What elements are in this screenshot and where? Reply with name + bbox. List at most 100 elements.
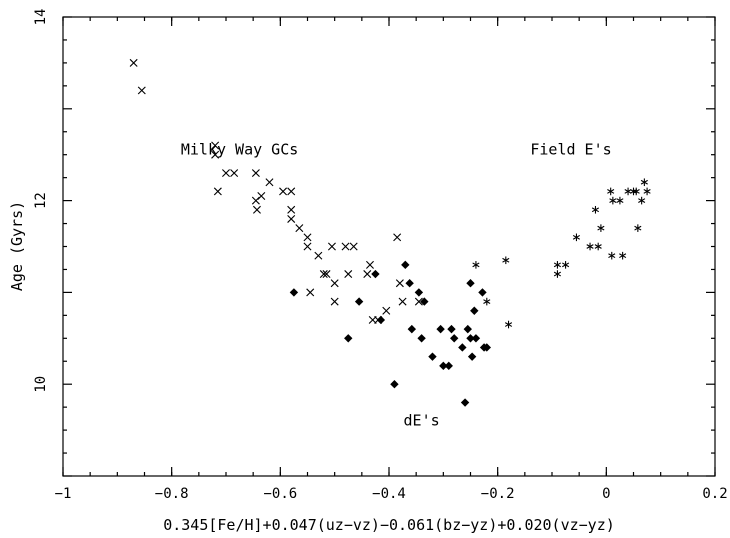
de-point-diamond	[436, 324, 445, 334]
gc-point-x	[393, 233, 402, 242]
gc-point-x	[327, 242, 336, 251]
gc-point-x	[287, 205, 296, 214]
gc-point-x	[398, 297, 407, 306]
gc-point-x	[341, 242, 350, 251]
x-tick-label: −0.8	[155, 486, 189, 502]
gc-point-x	[211, 150, 220, 159]
gc-point-x	[287, 214, 296, 223]
field-e-point-asterisk	[616, 196, 624, 205]
gc-point-x	[287, 187, 296, 196]
gc-point-x	[322, 270, 331, 279]
field-e-point-asterisk	[634, 224, 642, 232]
de-point-diamond	[414, 288, 424, 297]
gc-point-x	[344, 270, 353, 279]
de-point-diamond	[428, 352, 437, 361]
gc-point-x	[211, 141, 220, 150]
plot-frame	[62, 16, 716, 477]
de-point-diamond	[450, 334, 459, 343]
annotations: Milky Way GCs Field E's dE's	[181, 141, 612, 430]
gc-point-x	[295, 224, 304, 233]
gc-point-x	[251, 196, 260, 205]
de-point-diamond	[289, 288, 299, 297]
de-point-diamond	[463, 324, 472, 334]
gc-point-x	[306, 288, 315, 297]
de-point-diamond	[466, 334, 475, 343]
x-tick-label: −0.6	[263, 486, 297, 502]
axis-ticks	[62, 16, 716, 477]
de-point-diamond	[354, 297, 364, 306]
de-point-diamond	[444, 361, 453, 371]
field-e-point-asterisk	[586, 242, 594, 251]
x-axis-label: 0.345[Fe/H]+0.047(uz−vz)−0.061(bz−yz)+0.…	[163, 516, 615, 534]
gc-point-x	[314, 251, 323, 260]
de-point-diamond	[371, 269, 380, 279]
de-point-diamond	[407, 324, 417, 334]
x-tick-label: −0.4	[372, 486, 406, 502]
de-point-diamond	[417, 334, 426, 343]
field-e-point-asterisk	[609, 196, 617, 205]
y-tick-label: 14	[33, 9, 49, 26]
y-axis-label: Age (Gyrs)	[8, 201, 26, 291]
gc-point-x	[395, 279, 404, 288]
gc-point-x	[365, 260, 374, 269]
field-e-point-asterisk	[619, 251, 627, 260]
field-e-point-asterisk	[638, 196, 646, 205]
gc-point-x	[252, 205, 261, 214]
gc-point-x	[303, 242, 312, 251]
annotation-label: Milky Way GCs	[181, 141, 298, 159]
x-tick-label: −0.2	[481, 486, 515, 502]
gc-point-x	[257, 192, 266, 200]
de-point-diamond	[405, 279, 414, 288]
field-e-point-asterisk	[608, 251, 616, 260]
de-point-diamond	[470, 306, 479, 315]
de-point-diamond	[420, 297, 429, 306]
de-point-diamond	[460, 398, 470, 407]
field-e-point-asterisk	[472, 261, 480, 269]
de-point-diamond	[376, 315, 386, 325]
gc-point-x	[330, 279, 339, 288]
field-e-point-asterisk	[607, 187, 615, 196]
x-tick-label: 0.2	[702, 486, 727, 502]
gc-point-x	[382, 306, 391, 315]
gc-point-x	[279, 187, 288, 196]
field-e-point-asterisk	[594, 242, 602, 251]
annotation-label: Field E's	[530, 141, 611, 159]
de-point-diamond	[482, 343, 491, 352]
field-e-point-asterisk	[640, 178, 648, 187]
field-e-point-asterisk	[504, 320, 513, 329]
field-e-point-asterisk	[632, 187, 640, 196]
gc-point-x	[330, 297, 339, 306]
de-point-diamond	[401, 260, 410, 270]
gc-point-x	[222, 169, 230, 178]
de-point-diamond	[458, 343, 467, 352]
gc-point-x	[414, 297, 423, 306]
de-point-diamond	[467, 352, 477, 361]
de-point-diamond	[466, 279, 475, 288]
gc-point-x	[230, 169, 239, 178]
field-e-point-asterisk	[502, 256, 510, 265]
field-e-point-asterisk	[483, 297, 491, 306]
gc-point-x	[265, 178, 274, 187]
de-point-diamond	[390, 380, 399, 389]
de-point-diamond	[478, 288, 487, 297]
de-point-diamond	[471, 334, 481, 343]
gc-point-x	[363, 270, 372, 279]
x-tick-label: 0	[602, 486, 610, 502]
field-e-point-asterisk	[624, 187, 632, 196]
gc-point-x	[349, 242, 358, 251]
annotation-label: dE's	[404, 412, 440, 430]
gc-point-x	[213, 187, 222, 196]
field-e-point-asterisk	[643, 187, 651, 196]
gc-point-x	[303, 233, 312, 242]
gc-point-x	[129, 58, 138, 67]
field-e-point-asterisk	[553, 261, 561, 269]
y-tick-label: 12	[33, 192, 49, 209]
gc-point-x	[319, 270, 328, 279]
y-tick-label: 10	[33, 376, 49, 393]
field-e-point-asterisk	[597, 224, 605, 232]
field-e-point-asterisk	[562, 261, 570, 269]
de-point-diamond	[344, 334, 353, 343]
x-tick-label: −1	[55, 486, 72, 502]
gc-point-x	[137, 86, 146, 95]
